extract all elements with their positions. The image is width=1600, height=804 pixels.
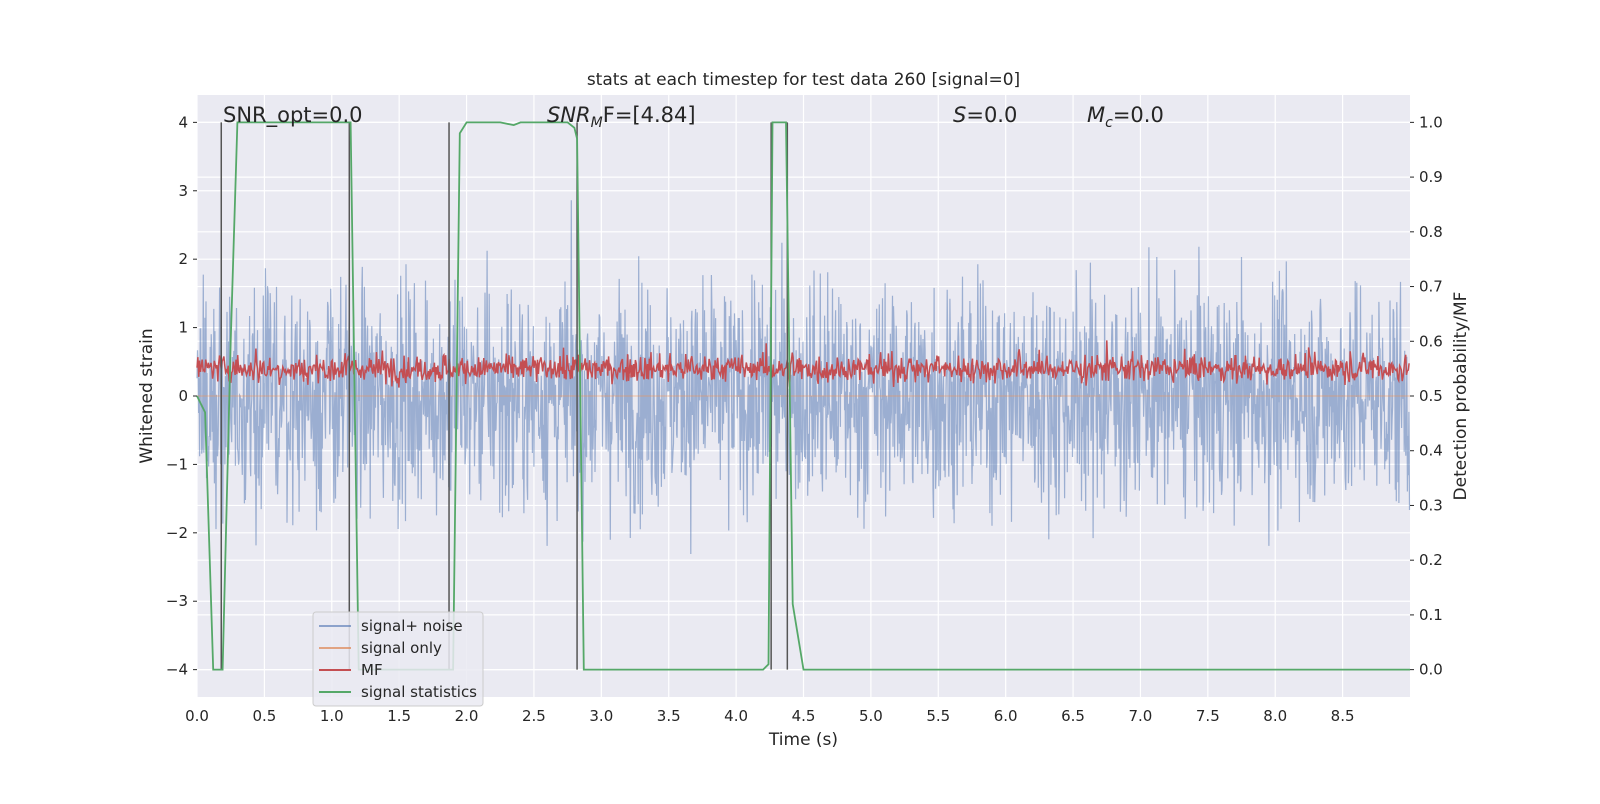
x-tick-label: 1.0 [320, 707, 344, 725]
annotation-snr-mf-sub: M [591, 115, 603, 131]
x-tick-label: 6.5 [1061, 707, 1085, 725]
y-right-tick-label: 0.3 [1419, 496, 1443, 514]
x-tick-label: 7.5 [1196, 707, 1220, 725]
y-left-tick-label: −4 [166, 661, 188, 679]
x-tick-label: 8.5 [1331, 707, 1355, 725]
x-tick-label: 2.5 [522, 707, 546, 725]
annotation-snr-mf: SNRMF=[4.84] [547, 103, 696, 131]
x-tick-label: 5.0 [859, 707, 883, 725]
y-right-tick-label: 0.5 [1419, 387, 1443, 405]
annotation-snr-mf-base: SNR [547, 103, 591, 127]
x-tick-label: 7.0 [1129, 707, 1153, 725]
y-left-tick-label: 1 [178, 319, 188, 337]
y-right-tick-label: 0.0 [1419, 661, 1443, 679]
legend-label: signal+ noise [361, 617, 463, 635]
x-tick-label: 3.5 [657, 707, 681, 725]
x-tick-label: 3.0 [589, 707, 613, 725]
x-tick-label: 4.5 [792, 707, 816, 725]
annotation-snr-mf-rest: F=[4.84] [603, 103, 696, 127]
annotation-s-label: S [953, 103, 966, 127]
legend-box [312, 611, 484, 707]
y-left-tick-label: −2 [166, 524, 188, 542]
x-tick-label: 4.0 [724, 707, 748, 725]
series-mf [196, 340, 1410, 388]
y-right-tick-label: 0.9 [1419, 168, 1443, 186]
y-axis-right-label: Detection probability/MF [1451, 292, 1471, 501]
x-tick-label: 0.5 [252, 707, 276, 725]
annotation-mc-value: =0.0 [1113, 103, 1164, 127]
annotation-mc-base: M [1087, 103, 1105, 127]
mf-line [196, 340, 1410, 388]
x-tick-label: 6.0 [994, 707, 1018, 725]
annotation-s: S=0.0 [953, 103, 1017, 127]
y-axis-left-label: Whitened strain [137, 328, 157, 463]
x-axis-label: Time (s) [768, 730, 838, 750]
y-right-tick-label: 0.7 [1419, 278, 1443, 296]
annotation-mc-sub: c [1105, 115, 1113, 131]
x-tick-label: 0.0 [185, 707, 209, 725]
annotation-snr-opt: SNR_opt=0.0 [223, 103, 363, 128]
series-signal-statistics [196, 121, 1410, 671]
y-left-tick-label: 3 [178, 182, 188, 200]
signal-statistics-line [196, 121, 1410, 671]
legend-label: signal only [361, 639, 442, 657]
annotation-mc: Mc=0.0 [1087, 103, 1164, 131]
legend: signal+ noise signal only MF signal statist… [312, 611, 484, 707]
y-left-tick-label: 4 [178, 113, 188, 131]
legend-label: signal statistics [361, 683, 477, 701]
y-right-tick-label: 0.2 [1419, 551, 1443, 569]
y-right-tick-label: 1.0 [1419, 113, 1443, 131]
legend-label: MF [361, 661, 383, 679]
tick-labels: 0.0 0.5 1.0 1.5 2.0 2.5 3.0 3.5 4.0 4.5 5.0 5.5 6.0 6… [166, 113, 1443, 725]
y-right-tick-label: 0.4 [1419, 442, 1443, 460]
annotation-s-value: =0.0 [966, 103, 1017, 127]
y-right-tick-label: 0.6 [1419, 332, 1443, 350]
y-left-tick-label: −1 [166, 455, 188, 473]
x-tick-label: 1.5 [387, 707, 411, 725]
y-right-tick-label: 0.8 [1419, 223, 1443, 241]
y-left-tick-label: 0 [178, 387, 188, 405]
y-left-tick-label: −3 [166, 592, 188, 610]
chart-title: stats at each timestep for test data 260… [587, 70, 1020, 90]
x-tick-label: 8.0 [1263, 707, 1287, 725]
x-tick-label: 2.0 [455, 707, 479, 725]
x-tick-label: 5.5 [926, 707, 950, 725]
y-right-tick-label: 0.1 [1419, 606, 1443, 624]
y-left-tick-label: 2 [178, 250, 188, 268]
legend-items: signal+ noise signal only MF signal statist… [319, 617, 477, 701]
